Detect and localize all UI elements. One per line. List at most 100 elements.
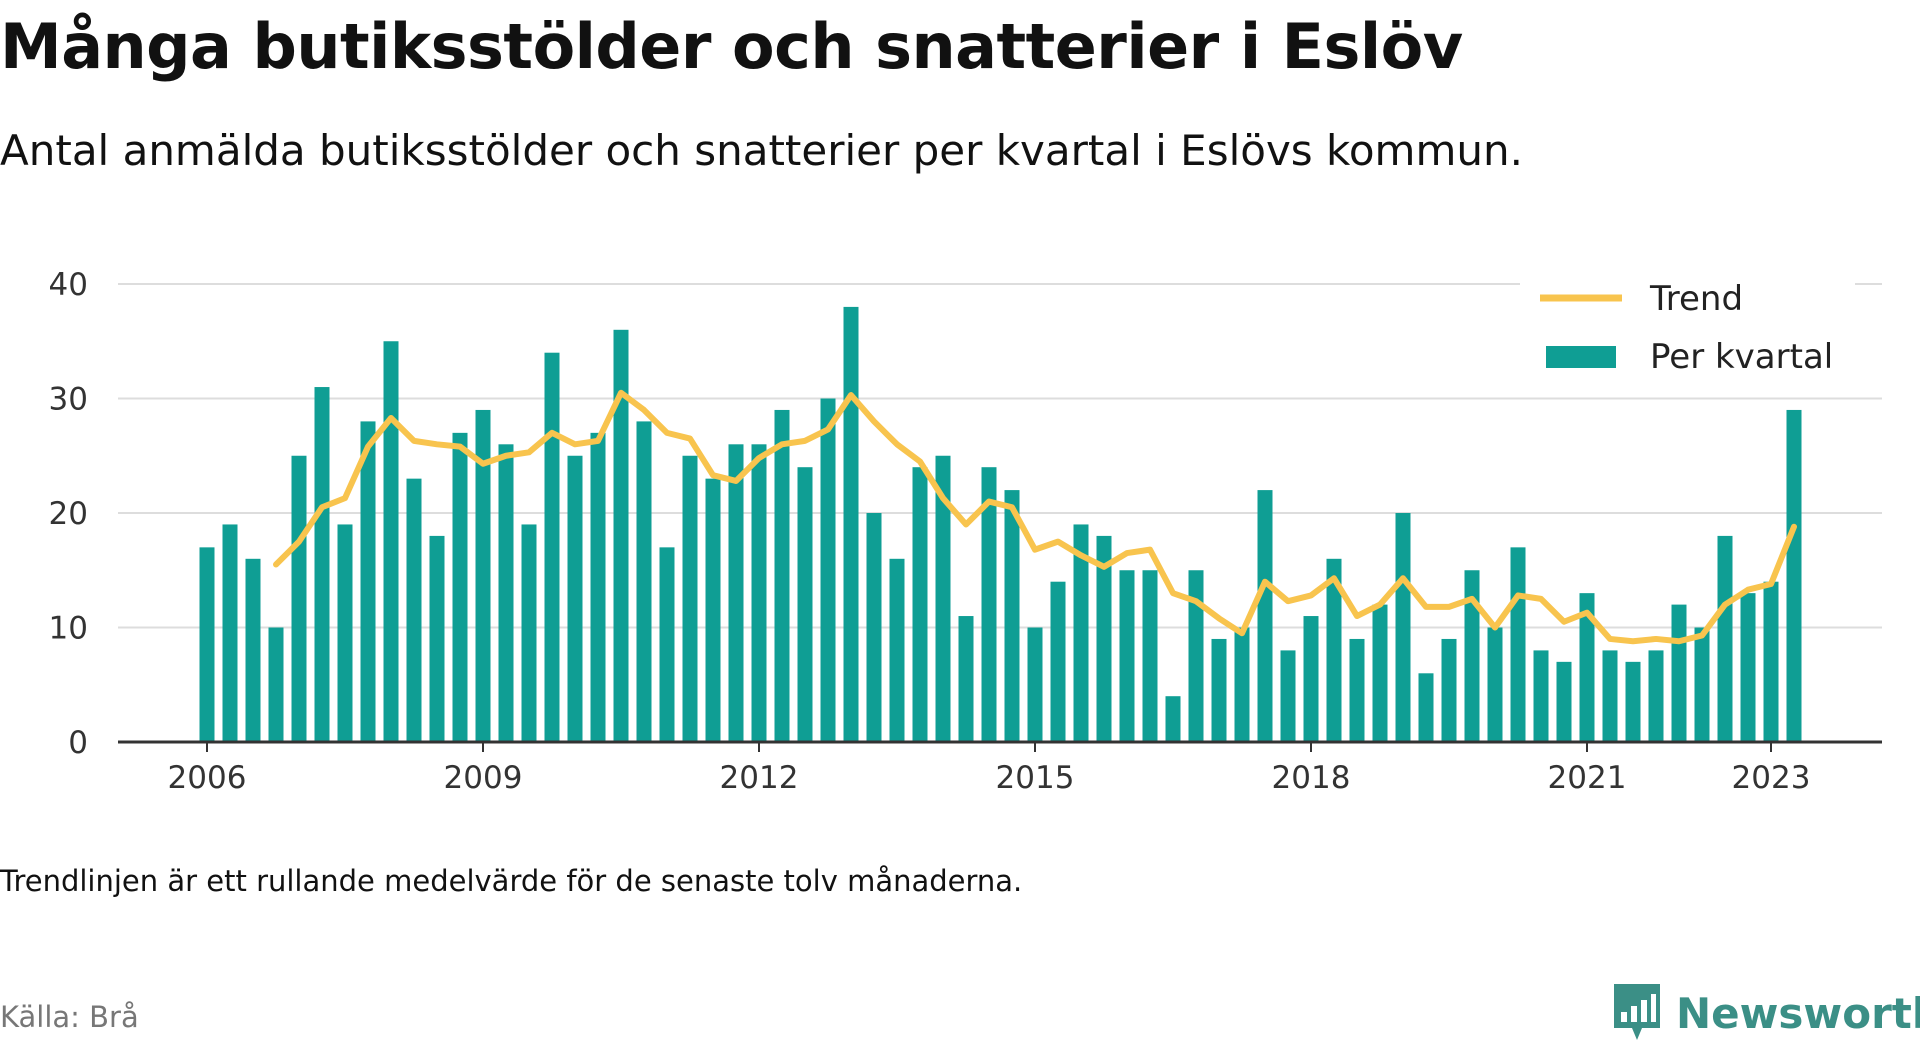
y-tick-label: 40 bbox=[49, 267, 88, 303]
bar bbox=[452, 432, 468, 742]
logo-text: Newsworthy bbox=[1676, 988, 1920, 1038]
source-text: Källa: Brå bbox=[0, 1000, 139, 1034]
bar bbox=[1027, 627, 1043, 742]
bar bbox=[1165, 696, 1181, 742]
bar bbox=[1349, 638, 1365, 742]
bar bbox=[1717, 535, 1733, 742]
newsworthy-logo: Newsworthy bbox=[1612, 982, 1920, 1044]
bar bbox=[544, 352, 560, 742]
bar bbox=[1050, 581, 1066, 742]
bar bbox=[1280, 650, 1296, 742]
chart-subtitle: Antal anmälda butiksstölder och snatteri… bbox=[0, 126, 1523, 175]
bar bbox=[935, 455, 951, 742]
bar bbox=[1786, 409, 1802, 742]
bar-line-chart: 0 10 20 30 40 2006 2009 2012 2015 2018 2021 2023 T… bbox=[49, 267, 1882, 796]
bar bbox=[222, 524, 238, 742]
y-tick-label: 0 bbox=[68, 725, 88, 761]
bar bbox=[981, 467, 997, 742]
x-axis-tick-labels: 2006 2009 2012 2015 2018 2021 2023 bbox=[168, 760, 1811, 796]
legend-bar-swatch bbox=[1546, 346, 1616, 368]
bar bbox=[291, 455, 307, 742]
chart-title: Många butiksstölder och snatterier i Esl… bbox=[0, 10, 1463, 83]
bar bbox=[820, 398, 836, 742]
bar bbox=[1487, 627, 1503, 742]
bar bbox=[360, 421, 376, 742]
bar-chart-icon bbox=[1614, 984, 1660, 1040]
x-tick-label: 2009 bbox=[444, 760, 523, 796]
bar bbox=[1395, 513, 1411, 742]
bar bbox=[1073, 524, 1089, 742]
x-tick-label: 2015 bbox=[996, 760, 1075, 796]
chart-note: Trendlinjen är ett rullande medelvärde f… bbox=[0, 864, 1023, 898]
x-tick-label: 2018 bbox=[1272, 760, 1351, 796]
bar bbox=[521, 524, 537, 742]
bar bbox=[1119, 570, 1135, 742]
bar bbox=[1625, 661, 1641, 742]
bar bbox=[889, 558, 905, 742]
x-axis bbox=[118, 740, 1882, 752]
x-tick-label: 2021 bbox=[1548, 760, 1627, 796]
bar bbox=[1372, 604, 1388, 742]
legend-label-trend: Trend bbox=[1649, 279, 1743, 319]
bar bbox=[1510, 547, 1526, 742]
bar bbox=[659, 547, 675, 742]
bar bbox=[751, 444, 767, 742]
bar bbox=[245, 558, 261, 742]
bar-series-per-kvartal bbox=[199, 306, 1802, 742]
bar bbox=[912, 467, 928, 742]
bar bbox=[636, 421, 652, 742]
bar bbox=[613, 329, 629, 742]
bar bbox=[268, 627, 284, 742]
legend-label-per-kvartal: Per kvartal bbox=[1650, 337, 1833, 377]
bar bbox=[1004, 490, 1020, 742]
bar bbox=[1441, 638, 1457, 742]
bar bbox=[1579, 593, 1595, 742]
bar bbox=[199, 547, 215, 742]
bar bbox=[1763, 581, 1779, 742]
trend-line bbox=[273, 389, 1797, 645]
bar bbox=[1234, 627, 1250, 742]
bar bbox=[1671, 604, 1687, 742]
line-series-trend bbox=[273, 389, 1797, 645]
bar bbox=[429, 535, 445, 742]
bar bbox=[682, 455, 698, 742]
bar bbox=[1211, 638, 1227, 742]
bar bbox=[1602, 650, 1618, 742]
x-tick-label: 2023 bbox=[1732, 760, 1811, 796]
bar bbox=[843, 306, 859, 742]
bar bbox=[1418, 673, 1434, 742]
bar bbox=[1556, 661, 1572, 742]
bar bbox=[797, 467, 813, 742]
bar bbox=[337, 524, 353, 742]
bar bbox=[1533, 650, 1549, 742]
bar bbox=[1694, 627, 1710, 742]
bar bbox=[406, 478, 422, 742]
bar bbox=[958, 616, 974, 742]
bar bbox=[1464, 570, 1480, 742]
legend: Trend Per kvartal bbox=[1520, 272, 1855, 384]
bar bbox=[1740, 593, 1756, 742]
bar bbox=[590, 432, 606, 742]
x-tick-label: 2012 bbox=[720, 760, 799, 796]
bar bbox=[1257, 490, 1273, 742]
bar bbox=[866, 513, 882, 742]
y-axis-tick-labels: 0 10 20 30 40 bbox=[49, 267, 88, 761]
bar bbox=[383, 341, 399, 742]
bar bbox=[498, 444, 514, 742]
bar bbox=[774, 409, 790, 742]
y-tick-label: 10 bbox=[49, 611, 88, 647]
bar bbox=[1303, 616, 1319, 742]
y-tick-label: 20 bbox=[49, 496, 88, 532]
bar bbox=[1142, 570, 1158, 742]
bar bbox=[705, 478, 721, 742]
bar bbox=[314, 387, 330, 742]
bar bbox=[567, 455, 583, 742]
bar bbox=[1096, 535, 1112, 742]
bar bbox=[728, 444, 744, 742]
bar bbox=[1326, 558, 1342, 742]
bar bbox=[1648, 650, 1664, 742]
bar bbox=[1188, 570, 1204, 742]
bar bbox=[475, 409, 491, 742]
y-tick-label: 30 bbox=[49, 382, 88, 418]
x-tick-label: 2006 bbox=[168, 760, 247, 796]
